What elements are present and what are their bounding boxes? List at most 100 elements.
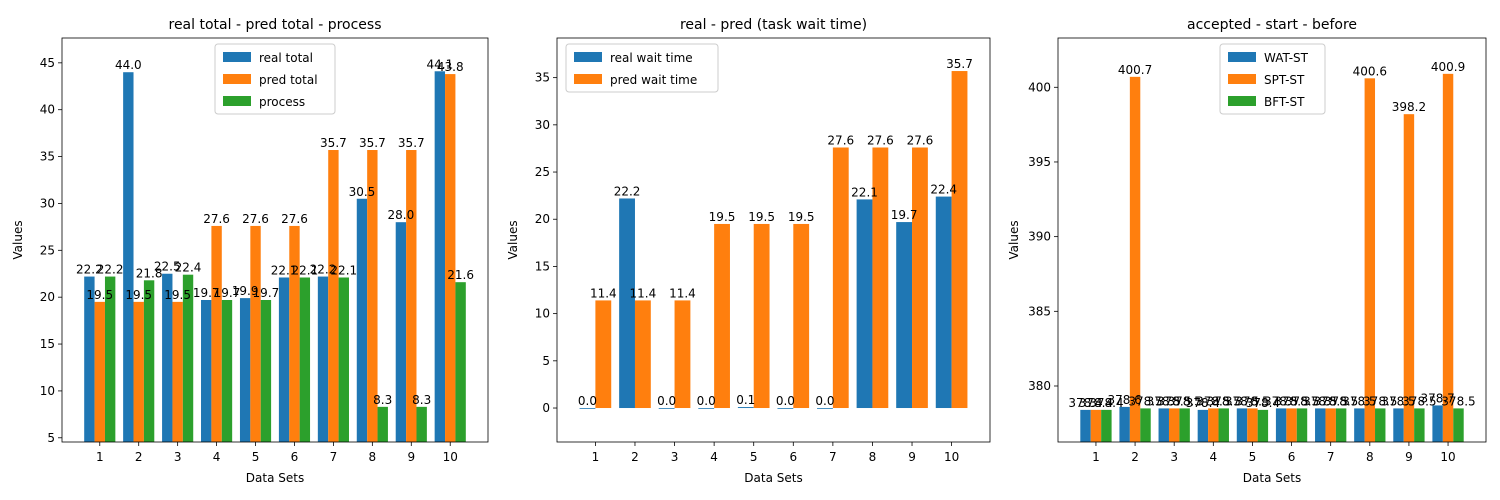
bar (143, 280, 155, 442)
data-label: 378.4 (1186, 396, 1220, 410)
bar (455, 282, 466, 442)
y-tick-label: 5 (542, 354, 550, 368)
data-label: 19.5 (164, 288, 191, 302)
data-label: 22.2 (76, 263, 103, 277)
bar (777, 408, 794, 409)
data-label: 378.5 (1147, 394, 1181, 408)
data-label: 378.4 (1246, 396, 1280, 410)
data-label: 378.4 (1068, 396, 1102, 410)
bar (104, 276, 116, 442)
data-label: 378.5 (1167, 394, 1201, 408)
y-tick-label: 45 (40, 56, 55, 70)
bar (1090, 409, 1102, 442)
data-label: 400.6 (1353, 64, 1387, 78)
bar (1168, 408, 1180, 442)
x-tick-label: 3 (1170, 450, 1178, 464)
bar (658, 408, 675, 409)
legend-label: SPT-ST (1264, 73, 1305, 87)
legend-swatch (223, 96, 251, 106)
legend-label: pred wait time (610, 73, 697, 87)
bar (1158, 408, 1169, 442)
y-tick-label: 20 (535, 212, 550, 226)
bar (221, 299, 233, 442)
legend: WAT-ST SPT-ST BFT-ST (1219, 43, 1326, 115)
data-label: 378.5 (1402, 394, 1436, 408)
bar (94, 301, 105, 442)
legend-box (565, 43, 719, 93)
chart-title: real - pred (task wait time) (680, 17, 867, 33)
y-tick-label: 30 (535, 118, 550, 132)
plot-frame (1057, 37, 1487, 443)
x-tick-label: 6 (291, 450, 299, 464)
bar (445, 74, 456, 442)
x-axis-label: Data Sets (1243, 471, 1301, 485)
y-tick-label: 25 (40, 243, 55, 257)
x-axis-label: Data Sets (744, 471, 802, 485)
legend-label: process (259, 95, 305, 109)
bar (1218, 408, 1229, 442)
y-tick-label: 25 (535, 165, 550, 179)
legend-label: real wait time (610, 51, 693, 65)
bar (1236, 408, 1248, 442)
bar (211, 225, 222, 442)
bar (1208, 408, 1219, 442)
data-label: 30.5 (349, 185, 376, 199)
data-label: 19.5 (788, 210, 815, 224)
bar (595, 300, 612, 409)
bar (634, 300, 651, 409)
data-label: 378.4 (1089, 396, 1123, 410)
data-label: 19.7 (193, 286, 220, 300)
data-label: 378.5 (1274, 394, 1308, 408)
bar (1247, 408, 1258, 442)
bar (1335, 408, 1347, 442)
x-tick-label: 7 (829, 450, 837, 464)
data-label: 27.6 (867, 133, 894, 147)
plot-frame (556, 37, 991, 443)
bar (1315, 408, 1326, 442)
data-label: 378.5 (1235, 394, 1269, 408)
bar (1179, 408, 1190, 442)
bar (250, 225, 261, 442)
data-label: 21.8 (136, 266, 163, 280)
x-tick-label: 7 (1327, 450, 1335, 464)
bar (1442, 73, 1454, 442)
data-label: 19.5 (709, 210, 736, 224)
x-tick-label: 5 (252, 450, 260, 464)
data-label: 44.1 (426, 57, 453, 71)
data-label: 27.6 (907, 133, 934, 147)
bar (1119, 406, 1130, 442)
plot-area: 22.244.022.519.7 19.922.1 22.230.528.044.1… (40, 37, 489, 464)
y-tick-label: 30 (40, 196, 55, 210)
legend: real total pred total process (214, 43, 336, 115)
bar (260, 299, 272, 442)
x-tick-label: 10 (1440, 450, 1455, 464)
y-tick-label: 35 (535, 71, 550, 85)
x-tick-label: 2 (631, 450, 639, 464)
legend-swatch (1228, 52, 1256, 62)
bar (162, 273, 173, 442)
x-tick-label: 6 (1288, 450, 1296, 464)
bar (579, 408, 596, 409)
x-tick-label: 1 (592, 450, 600, 464)
y-tick-label: 35 (40, 150, 55, 164)
bar (377, 406, 388, 442)
data-label: 22.2 (614, 184, 641, 198)
bar (395, 222, 407, 442)
x-tick-label: 8 (369, 450, 377, 464)
legend-swatch (574, 74, 602, 84)
x-tick-label: 1 (1092, 450, 1100, 464)
bar (1275, 408, 1287, 442)
data-label: 44.0 (115, 58, 142, 72)
y-tick-label: 0 (542, 401, 550, 415)
x-tick-label: 10 (443, 450, 458, 464)
data-label: 43.8 (437, 60, 464, 74)
data-label: 28.0 (388, 208, 415, 222)
y-axis-label: Values (11, 220, 25, 259)
data-label: 19.7 (214, 286, 241, 300)
data-label: 378.5 (1225, 394, 1259, 408)
bar (1375, 408, 1386, 442)
data-label: 27.6 (203, 212, 230, 226)
data-label: 0.0 (657, 394, 676, 408)
data-label: 19.7 (253, 286, 280, 300)
